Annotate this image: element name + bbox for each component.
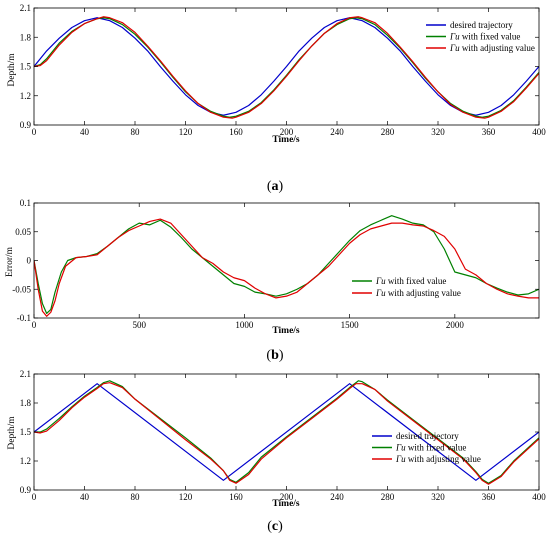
- plot-area-b: 0 500 1000 1500 2000 -0.1 -0.05 0 0.05 0.1 Γu with…: [12, 198, 540, 330]
- y-tick-label-a-4: 2.1: [20, 3, 31, 13]
- caption-c: (c): [267, 519, 283, 534]
- legend-symbol-a-3: Γu: [449, 43, 460, 53]
- x-tick-label-a-2: 80: [131, 127, 141, 137]
- x-tick-label-a-6: 240: [330, 127, 344, 137]
- legend-entry-b-2: Γu with adjusting value: [375, 288, 461, 298]
- x-axis-label-b: Time/s: [272, 326, 300, 336]
- x-axis-label-a: Time/s: [272, 135, 300, 145]
- legend-symbol-c-3: Γu: [395, 454, 406, 464]
- legend-text-c-2: with fixed value: [406, 443, 467, 453]
- legend-c: desired trajectory Γu with fixed valueΓu …: [372, 431, 481, 464]
- y-axis-label-a: Depth/m: [7, 53, 17, 87]
- chart-c: 0 40 80 120 160 200 240 280 320 360 400 0.9 1.2 1.5 1.…: [7, 369, 546, 534]
- legend-text-c-1: desired trajectory: [396, 431, 459, 441]
- plot-area-a: 0 40 80 120 160 200 240 280 320 360 400 0.9 1.2 1.5 1.…: [20, 3, 547, 137]
- series-group-a: [34, 16, 539, 119]
- y-tick-label-b-0: -0.1: [17, 313, 31, 323]
- x-tick-label-c-4: 160: [229, 492, 243, 502]
- y-tick-label-a-2: 1.5: [20, 62, 32, 72]
- legend-symbol-c-2: Γu: [395, 443, 406, 453]
- legend-symbol-b-1: Γu: [375, 276, 386, 286]
- x-tick-label-a-7: 280: [381, 127, 395, 137]
- x-tick-label-c-8: 320: [431, 492, 445, 502]
- x-tick-label-c-3: 120: [179, 492, 193, 502]
- x-axis-label-c: Time/s: [272, 499, 300, 509]
- y-tick-label-b-1: -0.05: [12, 284, 31, 294]
- y-axis-label-c: Depth/m: [7, 416, 17, 450]
- series-line-a-2: [34, 17, 539, 118]
- legend-entry-c-2: Γu with fixed value: [395, 443, 466, 453]
- chart-b: 0 500 1000 1500 2000 -0.1 -0.05 0 0.05 0.1 Γu with…: [5, 198, 540, 363]
- x-tick-label-b-0: 0: [32, 320, 37, 330]
- legend-entry-c-1: desired trajectory: [396, 431, 459, 441]
- x-tick-label-a-5: 200: [280, 127, 294, 137]
- y-tick-label-b-4: 0.1: [20, 198, 31, 208]
- series-line-b-2: [34, 218, 539, 317]
- legend-entry-c-3: Γu with adjusting value: [395, 454, 481, 464]
- caption-a: (a): [267, 179, 284, 194]
- y-tick-label-a-3: 1.8: [20, 32, 32, 42]
- series-group-c: [34, 380, 539, 485]
- legend-entry-b-1: Γu with fixed value: [375, 276, 446, 286]
- x-tick-label-b-4: 2000: [446, 320, 465, 330]
- x-tick-label-a-3: 120: [179, 127, 193, 137]
- y-tick-label-a-0: 0.9: [20, 120, 32, 130]
- y-axis-label-b: Error/m: [5, 246, 15, 277]
- x-tick-label-c-6: 240: [330, 492, 344, 502]
- x-tick-label-c-10: 400: [532, 492, 546, 502]
- x-tick-label-a-4: 160: [229, 127, 243, 137]
- x-tick-label-a-0: 0: [32, 127, 37, 137]
- x-tick-label-a-9: 360: [482, 127, 496, 137]
- plot-area-c: 0 40 80 120 160 200 240 280 320 360 400 0.9 1.2 1.5 1.…: [20, 369, 547, 502]
- x-tick-label-a-1: 40: [80, 127, 90, 137]
- y-tick-label-c-2: 1.5: [20, 427, 32, 437]
- x-tick-label-a-8: 320: [431, 127, 445, 137]
- series-line-c-2: [34, 380, 539, 484]
- plot-frame-b: [33, 202, 540, 319]
- legend-text-b-1: with fixed value: [386, 276, 447, 286]
- y-tick-label-c-0: 0.9: [20, 485, 32, 495]
- y-tick-label-c-1: 1.2: [20, 456, 31, 466]
- legend-text-c-3: with adjusting value: [406, 454, 481, 464]
- chart-a: 0 40 80 120 160 200 240 280 320 360 400 0.9 1.2 1.5 1.…: [7, 3, 546, 194]
- legend-text-b-2: with adjusting value: [386, 288, 461, 298]
- legend-entry-a-3: Γu with adjusting value: [449, 43, 535, 53]
- caption-b: (b): [266, 348, 283, 363]
- x-tick-label-a-10: 400: [532, 127, 546, 137]
- legend-a: desired trajectory Γu with fixed valueΓu …: [426, 20, 535, 53]
- series-line-a-3: [34, 16, 539, 119]
- legend-text-a-1: desired trajectory: [450, 20, 513, 30]
- series-line-c-1: [34, 383, 539, 481]
- x-tick-label-c-9: 360: [482, 492, 496, 502]
- x-tick-label-c-7: 280: [381, 492, 395, 502]
- y-tick-label-c-4: 2.1: [20, 369, 31, 379]
- x-tick-label-c-2: 80: [131, 492, 141, 502]
- x-tick-label-c-1: 40: [80, 492, 90, 502]
- y-tick-label-b-2: 0: [27, 256, 32, 266]
- y-tick-label-c-3: 1.8: [20, 398, 32, 408]
- legend-text-a-3: with adjusting value: [460, 43, 535, 53]
- legend-entry-a-2: Γu with fixed value: [449, 32, 520, 42]
- legend-text-a-2: with fixed value: [460, 32, 521, 42]
- x-tick-label-c-0: 0: [32, 492, 37, 502]
- x-tick-label-b-2: 1000: [235, 320, 254, 330]
- x-tick-label-b-1: 500: [132, 320, 146, 330]
- x-tick-label-b-3: 1500: [341, 320, 360, 330]
- y-tick-label-b-3: 0.05: [15, 227, 31, 237]
- x-tick-label-c-5: 200: [280, 492, 294, 502]
- legend-symbol-a-2: Γu: [449, 32, 460, 42]
- legend-entry-a-1: desired trajectory: [450, 20, 513, 30]
- series-group-b: [34, 215, 539, 317]
- y-tick-label-a-1: 1.2: [20, 91, 31, 101]
- legend-symbol-b-2: Γu: [375, 288, 386, 298]
- series-line-c-3: [34, 382, 539, 485]
